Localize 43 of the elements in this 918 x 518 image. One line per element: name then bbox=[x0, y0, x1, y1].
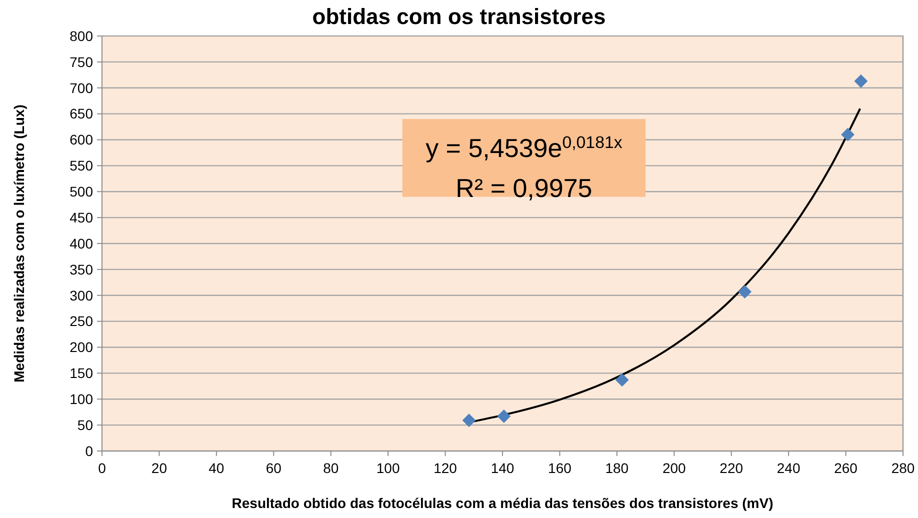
x-tick-label: 160 bbox=[548, 460, 572, 476]
x-tick-label: 40 bbox=[208, 460, 224, 476]
y-tick-label: 800 bbox=[70, 28, 94, 44]
x-tick-label: 60 bbox=[266, 460, 282, 476]
x-tick-label: 260 bbox=[834, 460, 858, 476]
y-tick-label: 250 bbox=[70, 313, 94, 330]
y-tick-label: 700 bbox=[70, 80, 94, 96]
point bbox=[615, 373, 629, 387]
x-tick-label: 240 bbox=[776, 460, 800, 476]
y-tick-label: 200 bbox=[70, 339, 94, 356]
y-tick-label: 650 bbox=[70, 106, 94, 122]
x-tick-label: 220 bbox=[720, 460, 744, 476]
point bbox=[738, 285, 752, 298]
y-tick-label: 550 bbox=[70, 158, 94, 174]
annotation: R² = 0,9975 bbox=[456, 173, 592, 203]
y-tick-label: 300 bbox=[70, 287, 94, 304]
y-tick-label: 350 bbox=[70, 261, 94, 278]
y-tick-label: 600 bbox=[70, 132, 94, 148]
x-axis-title: Resultado obtido das fotocélulas com a média das tensões dos transistores (mV) bbox=[232, 495, 774, 511]
x-tick-label: 80 bbox=[323, 460, 339, 476]
annotation: y = 5,4539e$^{0,0181x}$ bbox=[426, 132, 623, 163]
x-tick-label: 0 bbox=[98, 460, 106, 476]
x-tick-label: 120 bbox=[434, 460, 458, 476]
x-tick-label: 140 bbox=[490, 460, 514, 476]
x-tick-label: 280 bbox=[891, 460, 915, 476]
y-tick-label: 750 bbox=[70, 54, 94, 70]
y-tick-label: 500 bbox=[70, 184, 94, 200]
point bbox=[841, 128, 854, 142]
y-tick-label: 400 bbox=[70, 235, 94, 252]
y-tick-label: 450 bbox=[70, 209, 94, 226]
point bbox=[462, 414, 476, 428]
x-tick-label: 200 bbox=[662, 460, 686, 476]
y-tick-label: 50 bbox=[77, 416, 94, 433]
y-tick-label: 150 bbox=[70, 365, 94, 382]
point bbox=[854, 74, 868, 88]
y-axis-title: Medidas realizadas com o luxímetro (Lux) bbox=[11, 104, 27, 382]
x-tick-label: 100 bbox=[376, 460, 400, 476]
y-tick-label: 0 bbox=[85, 442, 94, 459]
point bbox=[497, 410, 511, 423]
x-tick-label: 20 bbox=[151, 460, 168, 476]
y-tick-label: 100 bbox=[70, 391, 94, 408]
chart-title: obtidas com os transistores bbox=[312, 4, 606, 29]
x-tick-label: 180 bbox=[605, 460, 629, 476]
